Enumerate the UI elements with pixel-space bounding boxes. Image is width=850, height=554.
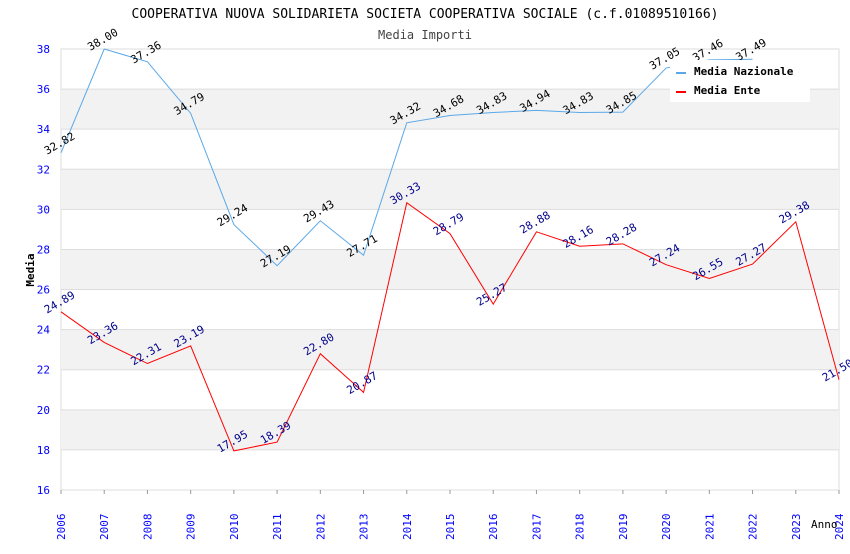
legend-swatch-nazionale bbox=[676, 72, 686, 74]
x-tick-label: 2014 bbox=[401, 513, 414, 540]
x-tick-label: 2017 bbox=[530, 514, 543, 541]
x-tick-label: 2009 bbox=[185, 514, 198, 541]
y-tick-label: 32 bbox=[37, 163, 50, 176]
x-tick-label: 2018 bbox=[574, 514, 587, 541]
x-tick-label: 2015 bbox=[444, 514, 457, 541]
y-tick-label: 36 bbox=[37, 83, 50, 96]
legend-label-nazionale: Media Nazionale bbox=[694, 65, 794, 78]
x-tick-label: 2010 bbox=[228, 514, 241, 541]
series-line-nazionale bbox=[60, 48, 753, 267]
y-tick-label: 16 bbox=[37, 484, 50, 497]
y-tick-label: 24 bbox=[37, 324, 51, 337]
x-tick-label: 2023 bbox=[790, 514, 803, 541]
y-tick-label: 18 bbox=[37, 444, 50, 457]
y-tick-label: 22 bbox=[37, 364, 50, 377]
x-tick-label: 2008 bbox=[141, 514, 154, 541]
x-tick-label: 2012 bbox=[314, 514, 327, 541]
y-tick-label: 38 bbox=[37, 43, 50, 56]
x-axis-label: Anno bbox=[811, 518, 838, 531]
series-line-ente bbox=[60, 201, 840, 452]
y-axis-label: Media bbox=[24, 253, 37, 286]
chart-subtitle: Media Importi bbox=[378, 28, 472, 42]
y-tick-label: 28 bbox=[37, 243, 50, 256]
x-tick-label: 2019 bbox=[617, 514, 630, 541]
x-tick-label: 2020 bbox=[660, 514, 673, 541]
x-tick-label: 2007 bbox=[98, 514, 111, 541]
legend: Media Nazionale Media Ente bbox=[670, 60, 810, 102]
x-tick-label: 2013 bbox=[358, 514, 371, 541]
grid-band bbox=[61, 169, 839, 210]
y-tick-label: 30 bbox=[37, 203, 50, 216]
y-tick-label: 34 bbox=[37, 123, 51, 136]
x-tick-label: 2016 bbox=[487, 514, 500, 541]
grid-band bbox=[61, 249, 839, 290]
y-tick-label: 20 bbox=[37, 404, 50, 417]
x-tick-label: 2011 bbox=[271, 514, 284, 541]
legend-swatch-ente bbox=[676, 91, 686, 93]
x-tick-label: 2006 bbox=[55, 514, 68, 541]
x-tick-label: 2021 bbox=[703, 514, 716, 541]
grid-band bbox=[61, 329, 839, 370]
x-tick-label: 2022 bbox=[747, 514, 760, 541]
grid-band bbox=[61, 409, 839, 450]
y-tick-label: 26 bbox=[37, 284, 50, 297]
chart-title: COOPERATIVA NUOVA SOLIDARIETA SOCIETA CO… bbox=[132, 7, 719, 22]
legend-label-ente: Media Ente bbox=[694, 84, 761, 97]
x-tick-label: 2024 bbox=[833, 513, 846, 540]
